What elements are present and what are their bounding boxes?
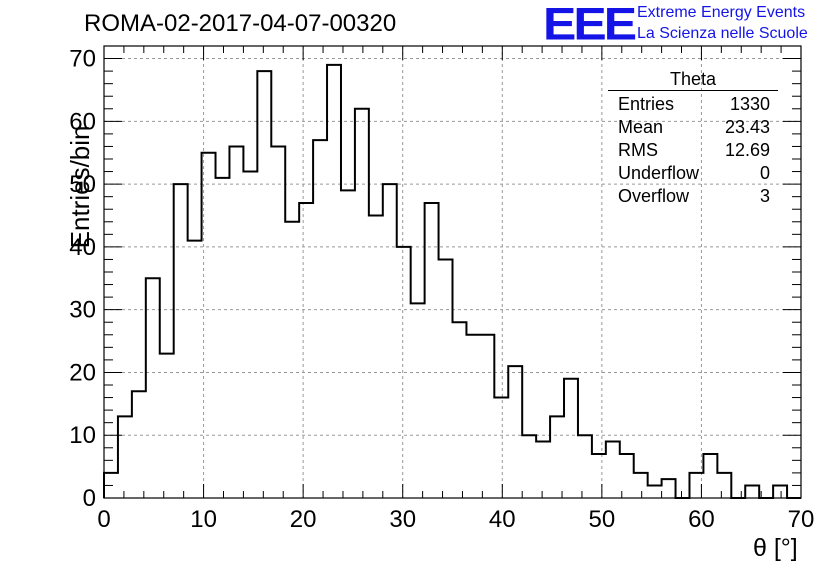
stats-row-underflow: Underflow 0 bbox=[608, 162, 778, 185]
histogram-bin bbox=[327, 65, 341, 498]
stats-label: Underflow bbox=[618, 163, 700, 183]
stats-value: 1330 bbox=[729, 94, 770, 114]
histogram-bin bbox=[132, 391, 146, 498]
histogram-bin bbox=[146, 278, 160, 498]
plot-title: ROMA-02-2017-04-07-00320 bbox=[84, 10, 397, 37]
eee-logo: EEE bbox=[543, 0, 637, 50]
histogram-bin bbox=[606, 442, 620, 499]
x-tick-label: 50 bbox=[589, 506, 616, 533]
histogram-bin bbox=[536, 442, 550, 499]
y-tick-label: 50 bbox=[69, 171, 96, 198]
histogram-bin bbox=[425, 203, 439, 498]
histogram-bin bbox=[299, 203, 313, 498]
stats-row-overflow: Overflow 3 bbox=[608, 185, 778, 208]
stats-box: Theta Entries 1330 Mean 23.43 RMS 12.69 … bbox=[608, 68, 778, 208]
y-tick-label: 20 bbox=[69, 359, 96, 386]
histogram-bin bbox=[466, 335, 480, 498]
x-tick-label: 30 bbox=[389, 506, 416, 533]
histogram-bin bbox=[202, 153, 216, 498]
histogram-bin bbox=[257, 71, 271, 498]
histogram-bin bbox=[439, 259, 453, 498]
histogram-bin bbox=[229, 146, 243, 498]
logo-line-2: La Scienza nelle Scuole bbox=[637, 25, 808, 42]
histogram-bin bbox=[369, 216, 383, 499]
y-axis-label: Entries/bin bbox=[64, 125, 95, 249]
histogram-bin bbox=[355, 109, 369, 498]
y-tick-label: 30 bbox=[69, 297, 96, 324]
stats-value: 23.43 bbox=[724, 117, 770, 137]
histogram-bin bbox=[397, 247, 411, 498]
stats-row-mean: Mean 23.43 bbox=[608, 116, 778, 139]
stats-label: Overflow bbox=[618, 186, 690, 206]
histogram-bin bbox=[480, 335, 494, 498]
histogram-bin bbox=[271, 146, 285, 498]
histogram-bin bbox=[689, 473, 703, 498]
histogram-bin bbox=[634, 473, 648, 498]
histogram-bin bbox=[160, 354, 174, 498]
histogram-bin bbox=[104, 473, 118, 498]
y-tick-label: 40 bbox=[69, 234, 96, 261]
histogram-bin bbox=[773, 485, 787, 498]
stats-value: 0 bbox=[759, 163, 770, 183]
stats-row-entries: Entries 1330 bbox=[608, 93, 778, 116]
stats-label: RMS bbox=[618, 140, 658, 160]
histogram-bin bbox=[341, 190, 355, 498]
logo-line-1: Extreme Energy Events bbox=[637, 4, 806, 21]
histogram-bin bbox=[216, 178, 230, 498]
y-tick-label: 70 bbox=[69, 46, 96, 73]
histogram-bin bbox=[522, 435, 536, 498]
histogram-bin bbox=[174, 184, 188, 498]
histogram-bin bbox=[745, 485, 759, 498]
histogram-bin bbox=[592, 454, 606, 498]
stats-value: 12.69 bbox=[724, 140, 770, 160]
x-tick-label: 10 bbox=[190, 506, 217, 533]
histogram-bin bbox=[494, 398, 508, 498]
y-tick-label: 10 bbox=[69, 422, 96, 449]
histogram-bin bbox=[453, 322, 467, 498]
x-tick-label: 70 bbox=[788, 506, 815, 533]
stats-value: 3 bbox=[759, 186, 770, 206]
x-axis-label: θ [°] bbox=[753, 534, 798, 562]
histogram-bin bbox=[717, 473, 731, 498]
y-tick-label: 0 bbox=[83, 485, 96, 512]
y-tick-label: 60 bbox=[69, 108, 96, 135]
histogram-bin bbox=[564, 379, 578, 498]
histogram-bin bbox=[243, 172, 257, 498]
stats-label: Entries bbox=[618, 94, 675, 114]
histogram-outline bbox=[103, 63, 801, 499]
histogram-bin bbox=[188, 241, 202, 498]
stats-row-rms: RMS 12.69 bbox=[608, 139, 778, 162]
histogram-bin bbox=[508, 366, 522, 498]
histogram-bin bbox=[620, 454, 634, 498]
x-tick-label: 60 bbox=[688, 506, 715, 533]
histogram-bin bbox=[648, 485, 662, 498]
x-tick-label: 0 bbox=[97, 506, 110, 533]
x-tick-label: 20 bbox=[290, 506, 317, 533]
histogram-bin bbox=[411, 303, 425, 498]
histogram-bin bbox=[550, 416, 564, 498]
histogram-bin bbox=[578, 435, 592, 498]
x-tick-label: 40 bbox=[489, 506, 516, 533]
histogram-bin bbox=[383, 184, 397, 498]
histogram-bin bbox=[285, 222, 299, 498]
stats-title: Theta bbox=[608, 68, 778, 91]
histogram-bin bbox=[662, 479, 676, 498]
stats-label: Mean bbox=[618, 117, 664, 137]
histogram-bin bbox=[703, 454, 717, 498]
histogram-bin bbox=[313, 140, 327, 498]
histogram-bin bbox=[118, 416, 132, 498]
